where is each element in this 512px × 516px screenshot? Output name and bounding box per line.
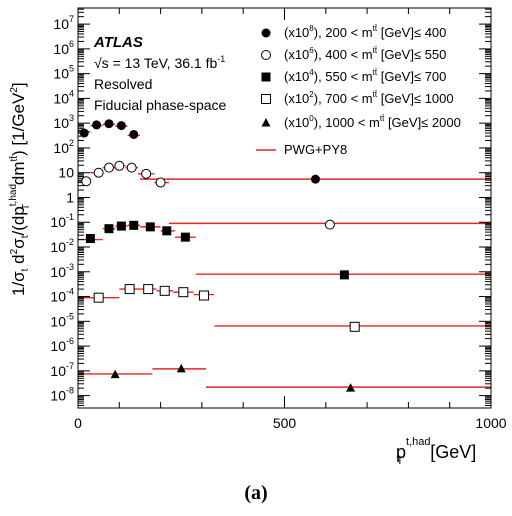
legend-entry: (x102), 700 < mtt̄ [GeV]≤ 1000 (284, 90, 454, 106)
data-points (79, 119, 360, 392)
legend-marker (261, 50, 271, 60)
data-point (198, 290, 209, 301)
data-point (141, 168, 152, 179)
panel-label: (a) (244, 482, 268, 504)
y-tick-label: 1 (66, 189, 74, 205)
atlas-label: ATLAS (93, 34, 143, 51)
y-tick-label: 106 (53, 39, 74, 57)
data-point (162, 226, 172, 236)
data-point (155, 177, 166, 188)
axis-ticks (77, 8, 492, 408)
y-tick-label: 10-6 (50, 336, 74, 354)
legend-marker (261, 118, 271, 127)
y-tick-label: 10-3 (50, 262, 74, 280)
data-point (159, 285, 170, 296)
data-point (81, 176, 92, 187)
prediction-lines (78, 123, 491, 388)
data-point (176, 363, 186, 373)
data-point (93, 292, 104, 303)
legend-entry: (x108), 200 < mtt̄ [GeV]≤ 400 (284, 24, 446, 40)
data-point (104, 119, 114, 129)
legend-entry: (x106), 400 < mtt̄ [GeV]≤ 550 (284, 46, 446, 62)
data-point (92, 120, 102, 130)
phase-space-label: Fiducial phase-space (94, 97, 227, 113)
y-tick-label: 10-1 (50, 212, 74, 230)
legend: (x108), 200 < mtt̄ [GeV]≤ 400 (x106), 400… (256, 24, 461, 157)
energy-lumi-label: √s = 13 TeV, 36.1 fb-1 (94, 54, 225, 71)
legend-entry: (x104), 550 < mtt̄ [GeV]≤ 700 (284, 68, 446, 84)
data-point (126, 162, 137, 173)
data-point (346, 383, 356, 392)
data-point (178, 287, 189, 298)
legend-marker (261, 72, 271, 82)
data-point (79, 128, 89, 138)
y-tick-label: 10 (58, 165, 74, 181)
y-axis-title: 1/σt d2σt/(dpt,hadT dmtt̄) [1/GeV2] (8, 82, 32, 296)
data-point (129, 129, 139, 139)
data-point (129, 220, 139, 230)
data-point (110, 369, 120, 379)
data-point (103, 162, 114, 173)
legend-marker (261, 94, 271, 104)
y-tick-label: 102 (53, 138, 74, 156)
legend-entry: (x100), 1000 < mtt̄ [GeV]≤ 2000 (284, 114, 461, 130)
y-tick-label: 10-5 (50, 311, 74, 329)
x-tick-label: 1000 (475, 415, 506, 431)
data-point (124, 284, 135, 295)
y-tick-label: 10-8 (50, 386, 74, 404)
data-point (116, 121, 126, 131)
data-point (310, 174, 320, 184)
legend-prediction-label: PWG+PY8 (284, 142, 347, 157)
data-point (93, 167, 104, 178)
data-point (145, 222, 155, 232)
y-tick-label: 10-4 (50, 287, 74, 305)
data-point (116, 221, 126, 231)
y-tick-label: 105 (53, 64, 74, 82)
y-tick-label: 10-2 (50, 237, 74, 255)
data-point (104, 224, 114, 234)
selection-label: Resolved (94, 76, 152, 92)
data-point (180, 232, 190, 242)
y-tick-labels: 10710610510410310210110-110-210-310-410-… (50, 14, 74, 404)
y-tick-label: 10-7 (50, 361, 74, 379)
x-tick-label: 500 (273, 415, 297, 431)
data-point (143, 284, 154, 295)
x-tick-labels: 0 500 1000 (74, 415, 507, 431)
legend-marker (261, 28, 271, 38)
data-point (324, 219, 335, 230)
data-point (349, 321, 360, 332)
x-axis-title: pt,had T [GeV] (396, 436, 476, 467)
y-tick-label: 107 (53, 14, 74, 32)
y-tick-label: 104 (53, 88, 74, 106)
y-tick-label: 103 (53, 113, 74, 131)
x-tick-label: 0 (74, 415, 82, 431)
data-point (114, 160, 125, 171)
data-point (339, 270, 349, 280)
data-point (85, 234, 95, 244)
atlas-annotation: ATLAS √s = 13 TeV, 36.1 fb-1 Resolved Fi… (93, 34, 227, 113)
